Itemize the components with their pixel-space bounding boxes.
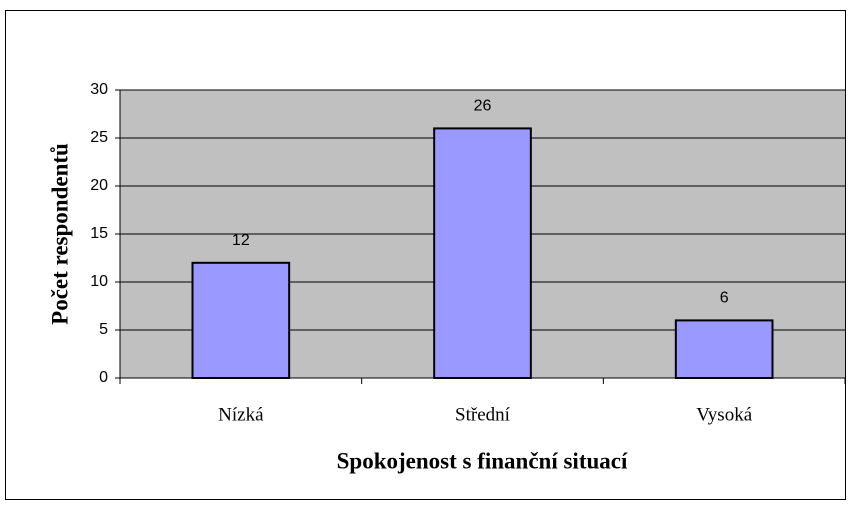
y-tick-label: 30 [90, 81, 108, 98]
x-tick-label: Nízká [218, 404, 264, 425]
y-tick-label: 20 [90, 177, 108, 194]
y-axis-title: Počet respondentů [47, 143, 72, 325]
y-tick-label: 5 [99, 321, 108, 338]
data-label: 12 [232, 232, 250, 249]
y-tick-label: 15 [90, 225, 108, 242]
x-tick-label: Střední [455, 404, 511, 425]
bar [674, 319, 774, 379]
bar [433, 127, 532, 379]
data-label: 26 [474, 98, 492, 115]
x-axis-title: Spokojenost s finanční situací [337, 448, 628, 473]
y-tick-label: 25 [90, 129, 108, 146]
x-tick-label: Vysoká [696, 404, 753, 425]
data-label: 6 [720, 290, 729, 307]
bar [191, 261, 291, 379]
y-tick-label: 10 [90, 273, 108, 290]
y-tick-label: 0 [99, 369, 108, 386]
